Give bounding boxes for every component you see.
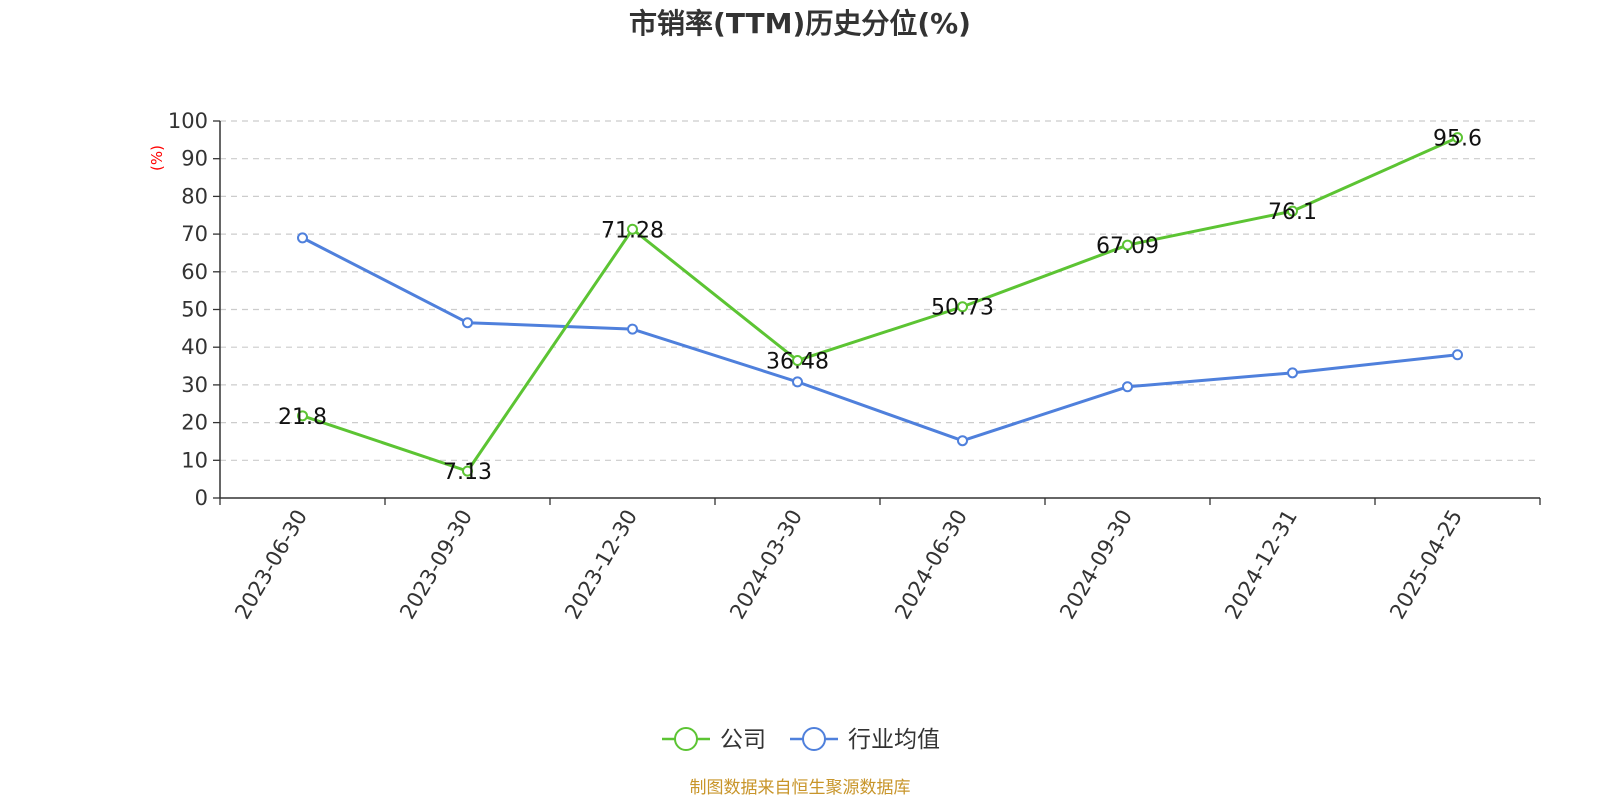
- series-line: [301, 236, 1458, 443]
- data-label: 36.48: [766, 349, 829, 374]
- legend-item[interactable]: 行业均值: [790, 727, 940, 753]
- grid-lines: [220, 120, 1540, 461]
- data-point[interactable]: [462, 317, 473, 329]
- data-label: 7.13: [443, 460, 492, 485]
- data-point[interactable]: [627, 223, 638, 235]
- y-tick-label: 80: [181, 184, 208, 208]
- x-tick-label: 2023-12-30: [560, 506, 642, 624]
- y-tick-label: 50: [181, 298, 208, 322]
- series: 21.8 7.13 71.28 36.48 50.73 67.09 76.1 95.6: [278, 127, 1482, 486]
- x-tick-label: 2024-09-30: [1055, 506, 1137, 624]
- x-tick-labels: 2023-06-30 2023-09-30 2023-12-30 2024-03-30…: [230, 506, 1467, 624]
- series-line: [302, 136, 1459, 473]
- axes: [213, 120, 1541, 505]
- x-tick-label: 2025-04-25: [1385, 506, 1467, 624]
- y-tick-label: 70: [181, 222, 208, 246]
- data-point[interactable]: [1452, 132, 1463, 144]
- legend-circle-icon: [674, 727, 698, 751]
- y-tick-label: 60: [181, 260, 208, 284]
- data-point[interactable]: [1452, 349, 1463, 361]
- data-point[interactable]: [1122, 239, 1133, 251]
- data-point[interactable]: [627, 323, 638, 335]
- y-tick-labels: 0 10 20 30 40 50 60 70 80 90 100: [168, 109, 208, 510]
- chart-title: 市销率(TTM)历史分位(%): [629, 7, 971, 40]
- legend-circle-icon: [802, 727, 826, 751]
- data-label: 50.73: [931, 296, 994, 321]
- data-point[interactable]: [1287, 367, 1298, 379]
- legend-item[interactable]: 公司: [662, 727, 766, 753]
- data-point[interactable]: [297, 232, 308, 244]
- x-tick-label: 2024-03-30: [725, 506, 807, 624]
- y-tick-label: 100: [168, 109, 208, 133]
- data-point[interactable]: [1287, 205, 1298, 217]
- data-point[interactable]: [1122, 381, 1133, 393]
- x-tick-label: 2024-12-31: [1220, 506, 1302, 624]
- data-point[interactable]: [297, 410, 308, 422]
- x-tick-label: 2023-09-30: [395, 506, 477, 624]
- data-label: 21.8: [278, 405, 327, 430]
- series-layer: 21.8 7.13 71.28 36.48 50.73 67.09 76.1 95.6: [278, 127, 1482, 486]
- data-point[interactable]: [957, 301, 968, 313]
- data-label: 76.1: [1268, 200, 1317, 225]
- data-point[interactable]: [792, 354, 803, 366]
- legend-label: 公司: [720, 727, 766, 753]
- data-point[interactable]: [462, 465, 473, 477]
- legend-label: 行业均值: [848, 727, 940, 753]
- data-point[interactable]: [792, 376, 803, 388]
- data-point[interactable]: [957, 435, 968, 447]
- series: [297, 232, 1463, 447]
- source-note: 制图数据来自恒生聚源数据库: [690, 778, 911, 798]
- y-tick-label: 30: [181, 373, 208, 397]
- y-axis-label: (%): [148, 145, 166, 171]
- y-tick-label: 40: [181, 335, 208, 359]
- data-label: 71.28: [601, 218, 664, 243]
- y-tick-label: 20: [181, 411, 208, 435]
- x-tick-label: 2023-06-30: [230, 506, 312, 624]
- x-tick-label: 2024-06-30: [890, 506, 972, 624]
- y-tick-label: 0: [195, 486, 208, 510]
- y-tick-label: 10: [181, 448, 208, 472]
- data-label: 95.6: [1433, 127, 1482, 152]
- y-tick-label: 90: [181, 147, 208, 171]
- legend[interactable]: 公司 行业均值: [662, 727, 940, 753]
- data-label: 67.09: [1096, 234, 1159, 259]
